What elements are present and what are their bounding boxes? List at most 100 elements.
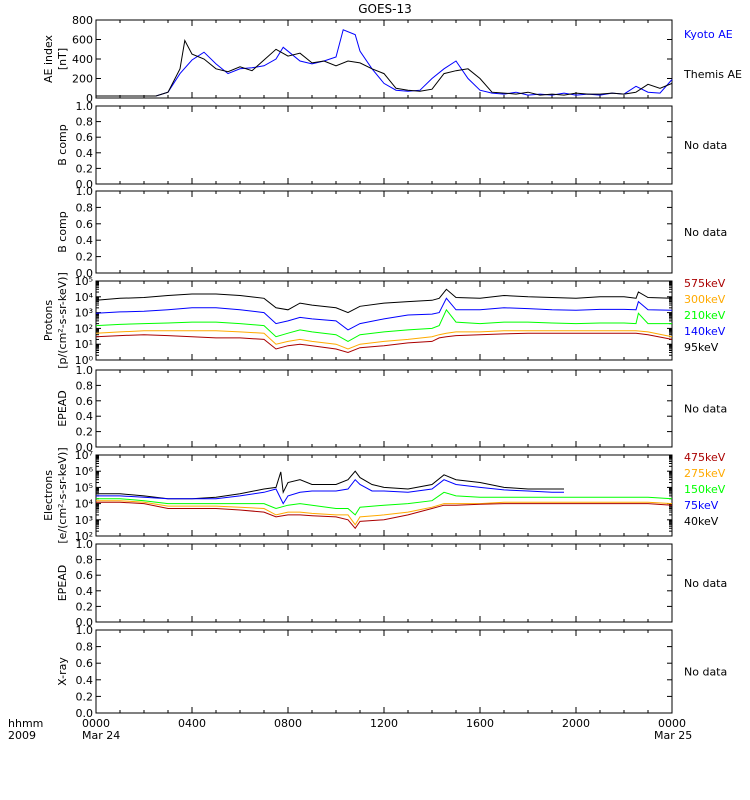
y-tick-label: 0.8 <box>76 379 94 392</box>
y-axis-label: X-ray <box>56 657 69 686</box>
series-line-themis-ae <box>96 38 673 97</box>
panel-frame <box>95 19 673 99</box>
y-tick-label: 0.8 <box>76 116 94 129</box>
y-tick-label: 10⁴ <box>75 291 94 304</box>
y-tick-label: 10³ <box>75 307 93 320</box>
panel-frame <box>95 454 673 537</box>
y-tick-label: 0.8 <box>76 641 94 654</box>
y-tick-label: 10³ <box>75 514 93 527</box>
panel-frame <box>95 629 673 714</box>
y-tick-label: 0.4 <box>76 674 94 687</box>
panel-epead1: 0.0 0.2 0.4 0.6 0.8 1.0 EPEAD No data <box>56 364 727 454</box>
y-tick-label: 10⁴ <box>75 498 94 511</box>
time-axis-corner-bottom: 2009 <box>8 729 36 742</box>
y-tick-label: 0.4 <box>76 410 94 423</box>
series-line-kyoto-ae <box>96 29 673 97</box>
no-data-note: No data <box>684 139 727 152</box>
x-tick-label: 2000 <box>562 717 590 730</box>
series-line-95kev <box>95 288 673 314</box>
y-tick-label: 0.6 <box>76 657 94 670</box>
legend-label: Themis AE <box>683 68 742 81</box>
y-tick-label: 10⁶ <box>75 465 94 478</box>
time-axis-corner-top: hhmm <box>8 717 43 730</box>
y-tick-label: 10⁵ <box>75 481 93 494</box>
x-tick-label: 0800 <box>274 717 302 730</box>
y-tick-label: 800 <box>72 14 93 27</box>
no-data-note: No data <box>684 666 727 679</box>
panel-frame <box>95 543 673 623</box>
y-tick-label: 1.0 <box>76 100 94 113</box>
y-tick-label: 1.0 <box>76 185 94 198</box>
legend-label: 75keV <box>684 499 719 512</box>
y-tick-label: 10² <box>75 530 93 543</box>
y-axis-label: B comp <box>56 211 69 253</box>
y-axis-label: EPEAD <box>56 390 69 427</box>
no-data-note: No data <box>684 403 727 416</box>
x-tick-label: 0000 <box>82 717 110 730</box>
y-axis-label: Electrons <box>42 470 55 521</box>
legend-label: 140keV <box>684 325 726 338</box>
y-tick-label: 600 <box>72 34 93 47</box>
legend-label: 40keV <box>684 515 719 528</box>
series-line-40kev <box>96 470 564 500</box>
y-tick-label: 0.8 <box>76 554 94 567</box>
y-tick-label: 0.0 <box>76 616 94 629</box>
series-line-575kev <box>95 332 673 354</box>
y-tick-label: 0.0 <box>76 178 94 191</box>
panel-xray: 0.0 0.2 0.4 0.6 0.8 1.0 X-ray No data <box>56 624 727 720</box>
y-axis-label: AE index <box>42 34 55 83</box>
y-axis-unit: [nT] <box>56 48 69 70</box>
series-line-150kev <box>96 491 673 516</box>
y-axis-label: EPEAD <box>56 565 69 602</box>
y-tick-label: 1.0 <box>76 538 94 551</box>
panel-electrons: 10² 10³ 10⁴ 10⁵ 10⁶ 10⁷ Electrons [e/(cm²-s-sr-… <box>42 447 726 543</box>
panel-bcomp2: 0.0 0.2 0.4 0.6 0.8 1.0 B comp No data <box>56 185 727 280</box>
legend-label: 150keV <box>684 483 726 496</box>
y-axis-label: Protons <box>42 300 55 341</box>
y-axis-unit: [p/(cm²-s-sr-keV)] <box>56 272 69 369</box>
chart-title: GOES-13 <box>358 2 412 16</box>
legend-label: 210keV <box>684 309 726 322</box>
y-tick-label: 0.0 <box>76 267 94 280</box>
panel-frame <box>95 190 673 274</box>
y-tick-label: 0.6 <box>76 131 94 144</box>
time-axis-start-date: Mar 24 <box>82 729 120 742</box>
y-tick-label: 0.4 <box>76 234 94 247</box>
legend-label: 95keV <box>684 341 719 354</box>
x-tick-label: 0400 <box>178 717 206 730</box>
y-tick-label: 0.2 <box>76 600 94 613</box>
y-tick-label: 0.0 <box>76 441 94 454</box>
y-tick-label: 10⁵ <box>75 275 93 288</box>
series-line-475kev <box>96 501 673 530</box>
panel-bcomp1: 0.0 0.2 0.4 0.6 0.8 1.0 B comp No data <box>56 100 727 191</box>
legend-label: 575keV <box>684 277 726 290</box>
y-tick-label: 0.4 <box>76 147 94 160</box>
y-tick-label: 0.6 <box>76 218 94 231</box>
legend-label: Kyoto AE <box>684 28 733 41</box>
panel-ae: 0 200 400 600 800 AE index [nT] Kyoto AE Themis … <box>42 14 742 105</box>
y-tick-label: 0 <box>86 92 93 105</box>
y-tick-label: 10⁰ <box>75 354 94 367</box>
y-tick-label: 200 <box>72 73 93 86</box>
x-tick-label: 0000 <box>658 717 686 730</box>
no-data-note: No data <box>684 577 727 590</box>
panel-frame <box>95 280 673 361</box>
y-tick-label: 1.0 <box>76 624 94 637</box>
panel-epead2: 0.0 0.2 0.4 0.6 0.8 1.0 EPEAD No data <box>56 538 727 629</box>
y-tick-label: 0.8 <box>76 201 94 214</box>
time-axis-end-date: Mar 25 <box>654 729 692 742</box>
series-line-275kev <box>96 500 673 526</box>
y-tick-label: 1.0 <box>76 364 94 377</box>
y-tick-label: 10⁷ <box>75 449 93 462</box>
y-tick-label: 0.2 <box>76 162 94 175</box>
y-tick-label: 0.0 <box>76 707 94 720</box>
x-tick-label: 1200 <box>370 717 398 730</box>
legend-label: 275keV <box>684 467 726 480</box>
legend-label: 475keV <box>684 451 726 464</box>
y-tick-label: 10¹ <box>75 338 93 351</box>
y-tick-label: 0.2 <box>76 426 94 439</box>
panel-frame <box>95 369 673 448</box>
panels: 0 200 400 600 800 AE index [nT] Kyoto AE Themis … <box>42 14 742 720</box>
panel-protons: 10⁰ 10¹ 10² 10³ 10⁴ 10⁵ Protons [p/(cm²-s-sr-ke… <box>42 272 726 369</box>
